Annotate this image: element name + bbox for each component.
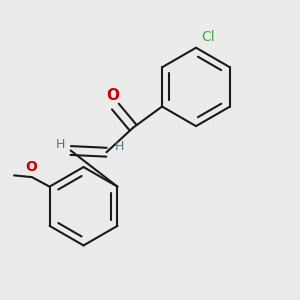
Text: O: O (106, 88, 119, 103)
Text: O: O (25, 160, 37, 174)
Text: H: H (115, 140, 124, 153)
Text: Cl: Cl (201, 30, 215, 44)
Text: H: H (56, 138, 65, 151)
